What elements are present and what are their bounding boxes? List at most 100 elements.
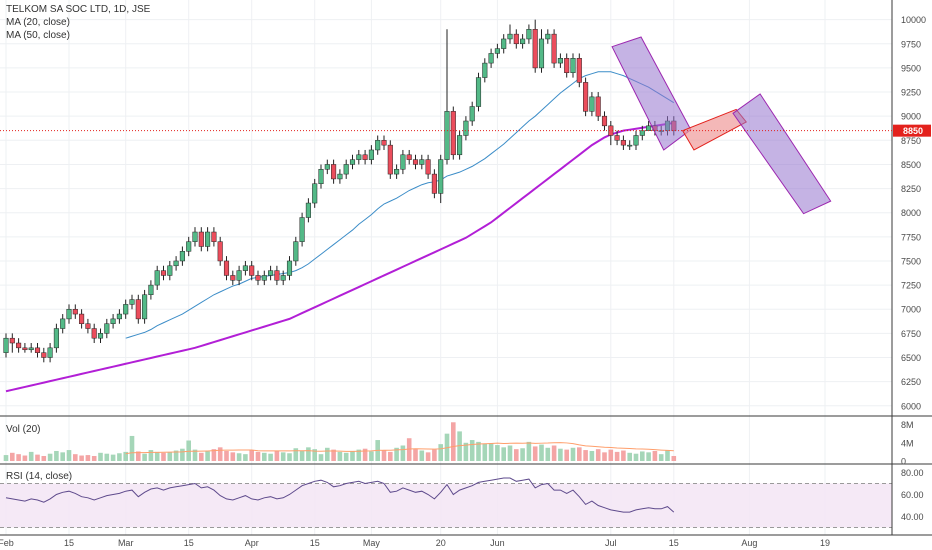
- x-tick-label: Mar: [118, 538, 134, 548]
- volume-bar: [249, 450, 254, 461]
- candle-body: [91, 328, 97, 339]
- rsi-band-fill: [0, 483, 892, 528]
- candle: [135, 294, 141, 324]
- candle-body: [66, 308, 72, 320]
- candle: [362, 149, 368, 165]
- candle: [154, 265, 160, 290]
- candle-body: [312, 183, 318, 204]
- x-tick-label: Jul: [605, 538, 617, 548]
- candle-body: [532, 29, 538, 69]
- volume-bar: [356, 449, 362, 461]
- volume-bar: [325, 447, 330, 461]
- volume-bar: [287, 453, 292, 461]
- candle-body: [129, 299, 135, 305]
- candle-body: [570, 58, 576, 73]
- candle-body: [463, 120, 469, 136]
- volume-bar: [337, 451, 343, 461]
- volume-bar: [570, 447, 576, 461]
- candle-body: [60, 318, 66, 329]
- candle-body: [104, 323, 110, 334]
- volume-bar: [91, 455, 97, 461]
- candle: [261, 270, 267, 286]
- volume-bar: [627, 452, 632, 461]
- volume-bar: [312, 449, 317, 461]
- candle: [60, 314, 66, 334]
- volume-bar: [577, 447, 582, 461]
- ma50-line: [5, 121, 674, 393]
- candle-body: [192, 231, 198, 242]
- volume-bar: [293, 448, 299, 461]
- annotation-layer[interactable]: [611, 36, 832, 215]
- candle-body: [28, 347, 34, 351]
- volume-bar: [205, 451, 210, 461]
- volume-bar: [595, 449, 601, 461]
- volume-bar: [110, 454, 116, 461]
- candle-body: [394, 169, 400, 175]
- candlestick-series: [3, 19, 677, 363]
- candle: [242, 260, 248, 276]
- candle: [589, 92, 595, 117]
- candle: [148, 280, 154, 300]
- volume-bar: [388, 451, 393, 461]
- candle-body: [576, 58, 582, 83]
- candle: [331, 159, 337, 184]
- candle: [286, 256, 293, 281]
- candle: [305, 198, 311, 223]
- candle-body: [362, 154, 368, 160]
- candle-body: [123, 304, 129, 315]
- volume-bar: [54, 450, 59, 461]
- last-price-badge: [893, 124, 931, 137]
- candle: [614, 130, 620, 146]
- candle-body: [438, 159, 444, 194]
- candle: [394, 164, 400, 179]
- candle-body: [148, 284, 154, 296]
- candle-body: [583, 82, 589, 112]
- volume-bar: [362, 448, 368, 461]
- volume-bar: [501, 447, 506, 461]
- candle: [545, 29, 551, 44]
- candle: [557, 53, 563, 68]
- candle: [173, 256, 179, 271]
- volume-bar: [652, 450, 658, 461]
- volume-bar: [192, 449, 198, 461]
- candle: [179, 246, 185, 266]
- candle: [324, 159, 330, 175]
- candle-body: [242, 265, 248, 271]
- volume-bar: [262, 452, 267, 461]
- rsi-band-layer: [0, 483, 892, 528]
- x-tick-label: May: [363, 538, 381, 548]
- candle-body: [595, 96, 601, 117]
- y-tick-label: 9000: [901, 112, 921, 122]
- candle-body: [223, 260, 230, 276]
- volume-bar: [306, 447, 311, 461]
- candle-body: [274, 270, 280, 281]
- candle: [513, 29, 519, 49]
- y-tick-label: 9500: [901, 63, 921, 73]
- candle: [400, 149, 406, 175]
- volume-bar: [280, 452, 286, 461]
- candle-body: [349, 159, 356, 165]
- candle-body: [9, 337, 15, 344]
- candle: [236, 265, 242, 286]
- candle: [431, 169, 437, 199]
- y-tick-label: 8250: [901, 184, 921, 194]
- volume-bar: [41, 455, 47, 461]
- candle: [28, 343, 34, 353]
- volume-bar: [589, 450, 595, 461]
- volume-bar: [413, 449, 418, 461]
- candle: [381, 135, 387, 150]
- candle-body: [400, 154, 406, 170]
- candle: [91, 323, 97, 344]
- x-tick-label: 15: [310, 538, 320, 548]
- x-tick-label: Feb: [0, 538, 14, 548]
- candle-body: [16, 342, 22, 349]
- candle-body: [280, 275, 286, 281]
- volume-bar: [236, 453, 242, 461]
- chart-title: TELKOM SA SOC LTD, 1D, JSE: [6, 4, 151, 15]
- candle: [570, 53, 576, 78]
- volume-bar: [614, 451, 620, 461]
- candle: [205, 227, 211, 252]
- volume-bar: [60, 452, 65, 461]
- x-tick-label: 15: [669, 538, 679, 548]
- candle: [425, 154, 431, 179]
